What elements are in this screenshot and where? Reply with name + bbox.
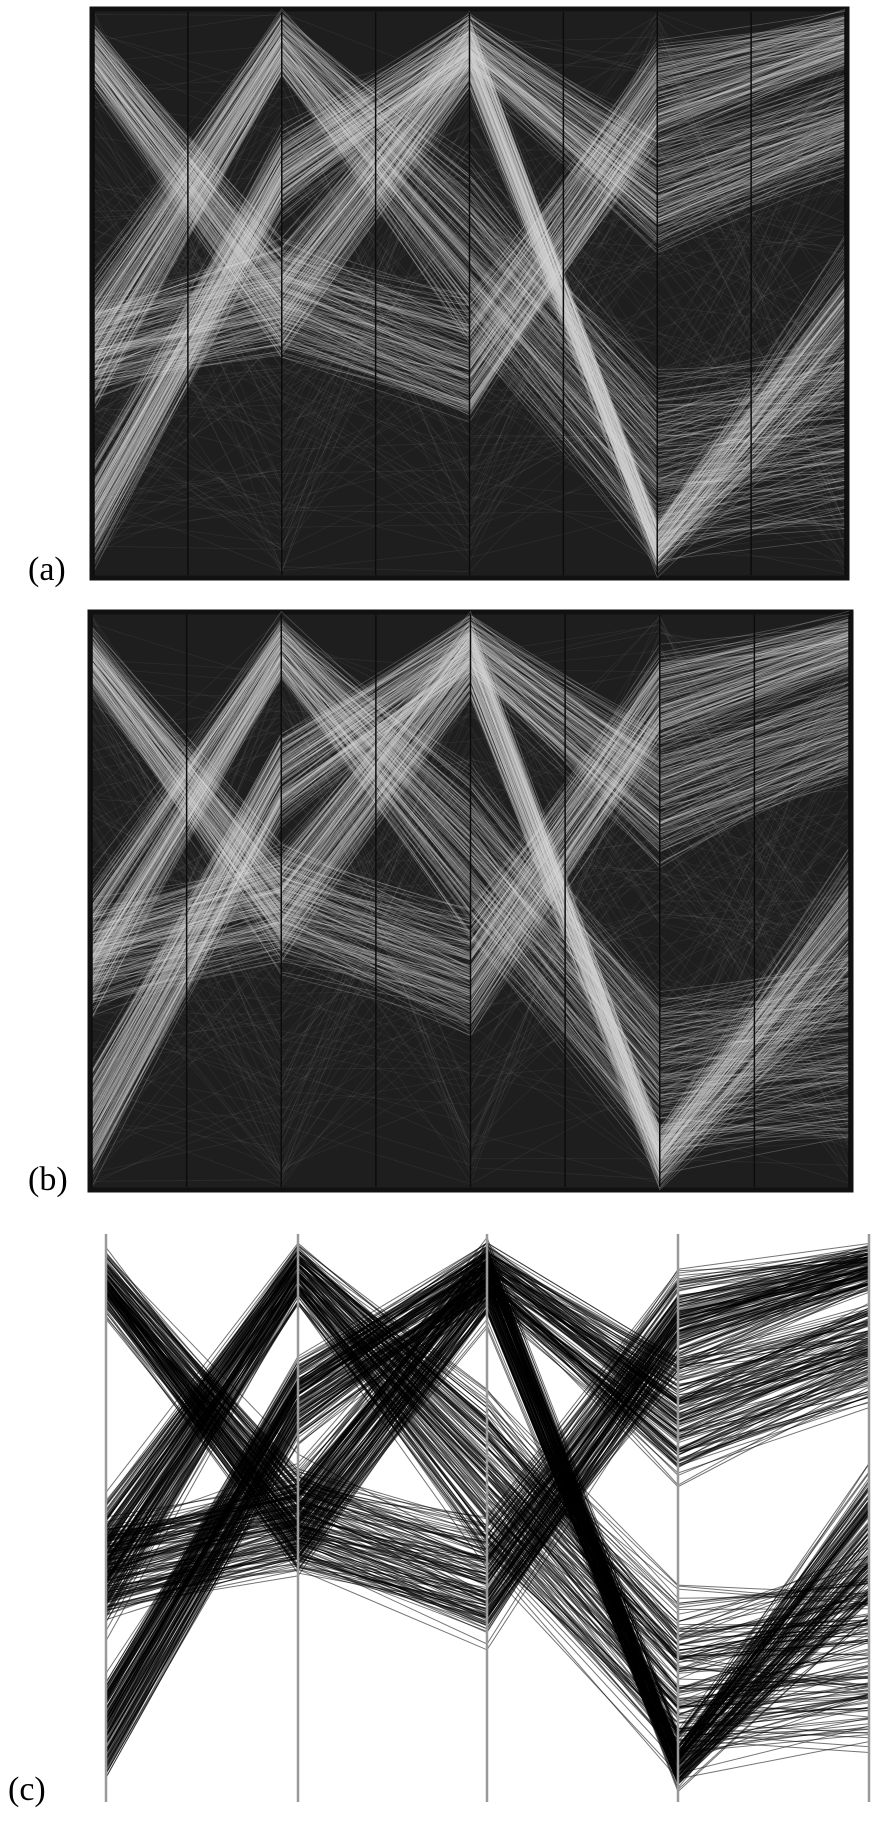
panel-label: (a) <box>28 551 66 588</box>
bundle-line <box>91 610 850 1137</box>
panel-label: (b) <box>28 1161 68 1198</box>
panel-label: (c) <box>8 1771 46 1808</box>
panel-b <box>91 610 850 1191</box>
panel-a <box>93 7 846 579</box>
panel-c <box>104 1234 871 1802</box>
bundle-line <box>93 10 846 530</box>
